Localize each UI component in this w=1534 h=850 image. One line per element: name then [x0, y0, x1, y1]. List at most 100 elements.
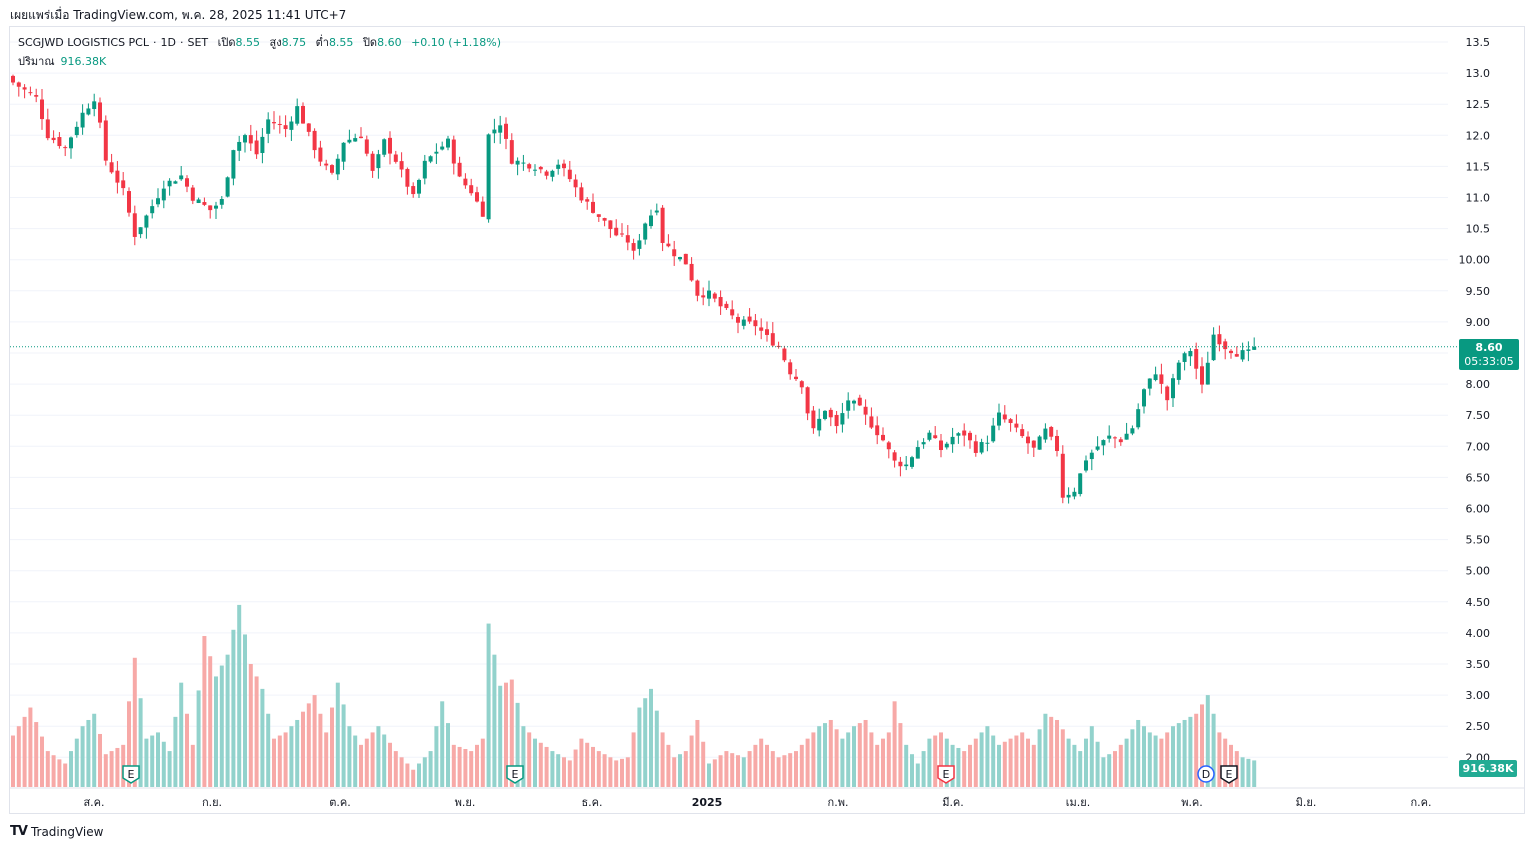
published-note: เผยแพร่เมื่อ TradingView.com, พ.ค. 28, 2…	[10, 8, 347, 22]
candle-body	[712, 293, 717, 299]
candle-body	[92, 101, 97, 110]
volume-bar	[1159, 738, 1164, 787]
volume-bar	[759, 738, 764, 787]
candle-body	[150, 206, 155, 214]
candle-body	[11, 75, 15, 83]
candle-body	[272, 122, 276, 124]
volume-bar	[1089, 726, 1094, 787]
volume-bar	[1049, 716, 1054, 787]
candle-body	[707, 290, 711, 299]
price-tick-label: 3.00	[1466, 689, 1491, 702]
volume-bar	[179, 682, 184, 787]
candle-body	[214, 205, 218, 209]
candle-body	[921, 442, 926, 445]
time-tick-label: มิ.ย.	[1296, 796, 1317, 809]
candle-body	[1020, 429, 1025, 437]
candle-body	[538, 166, 543, 170]
candle-body	[132, 213, 137, 237]
volume-bar	[857, 723, 862, 787]
volume-bar	[1031, 744, 1036, 787]
volume-bar	[1037, 729, 1042, 787]
last-volume-tag: 916.38K	[1459, 760, 1517, 777]
volume-bar	[689, 735, 694, 787]
volume-bar	[260, 688, 265, 787]
time-tick-label: ต.ค.	[329, 796, 351, 809]
volume-bar	[1142, 726, 1146, 787]
volume-bar	[881, 738, 885, 787]
candle-body	[892, 452, 897, 461]
volume-bar	[620, 758, 624, 787]
candle-body	[1252, 346, 1257, 350]
candle-body	[1165, 386, 1170, 401]
candle-body	[962, 430, 967, 436]
candle-body	[689, 263, 694, 281]
volume-bar	[16, 726, 21, 787]
marker-label: D	[1202, 768, 1210, 781]
candle-body	[649, 215, 653, 227]
candle-body	[666, 243, 671, 247]
candle-body	[190, 187, 195, 201]
volume-bar	[1182, 719, 1187, 787]
candle-body	[231, 150, 236, 179]
volume-bar	[190, 744, 195, 787]
candle-body	[747, 316, 752, 322]
volume-bar	[411, 769, 416, 787]
volume-bar	[388, 742, 392, 787]
volume-bar	[527, 732, 532, 787]
volume-bar	[846, 732, 851, 787]
candle-body	[324, 163, 329, 166]
volume-bar	[1188, 716, 1193, 787]
volume-bar	[161, 741, 166, 787]
exchange: SET	[187, 36, 209, 49]
volume-bar	[869, 732, 874, 787]
candle-body	[1043, 428, 1048, 440]
candle-body	[1107, 435, 1112, 439]
volume-bar	[1101, 757, 1106, 787]
time-tick-label: มี.ค.	[942, 796, 964, 809]
candle-body	[1124, 433, 1129, 440]
volume-bar	[185, 713, 189, 787]
candle-body	[654, 210, 659, 213]
volume-bar	[863, 719, 868, 787]
candle-body	[341, 142, 346, 162]
candle-body	[997, 412, 1001, 426]
candle-body	[904, 464, 909, 467]
candle-body	[283, 125, 288, 130]
chart-frame[interactable]	[9, 26, 1525, 814]
volume-bar	[886, 732, 891, 787]
time-tick-label: ส.ค.	[83, 796, 104, 809]
candle-body	[1026, 436, 1030, 444]
candle-body	[115, 170, 120, 183]
tradingview-brand[interactable]: TV TradingView	[10, 824, 103, 839]
volume-bar	[585, 742, 590, 787]
volume-bar	[654, 710, 659, 787]
candle-body	[277, 123, 282, 125]
candle-body	[1078, 473, 1083, 495]
volume-bar	[753, 744, 758, 787]
volume-bar	[86, 719, 91, 787]
candle-body	[794, 376, 798, 380]
volume-bar	[370, 732, 375, 787]
candle-body	[1211, 334, 1216, 361]
candle-body	[504, 123, 508, 139]
candle-body	[347, 139, 352, 143]
volume-bar	[712, 759, 717, 787]
volume-bar	[150, 735, 155, 787]
candle-body	[631, 243, 636, 251]
volume-bar	[11, 735, 15, 787]
volume-bar	[973, 738, 978, 787]
volume-bar	[399, 757, 404, 787]
volume-bar	[109, 751, 114, 787]
marker-label: E	[512, 768, 519, 781]
volume-bar	[533, 738, 537, 787]
candle-body	[782, 348, 787, 361]
candle-body	[678, 256, 682, 260]
candle-body	[457, 162, 462, 177]
volume-bar	[312, 695, 317, 787]
candle-body	[1171, 378, 1175, 399]
candle-body	[1118, 439, 1123, 443]
price-tick-label: 12.5	[1466, 98, 1491, 111]
candle-body	[167, 180, 172, 187]
volume-bar	[1194, 713, 1199, 787]
